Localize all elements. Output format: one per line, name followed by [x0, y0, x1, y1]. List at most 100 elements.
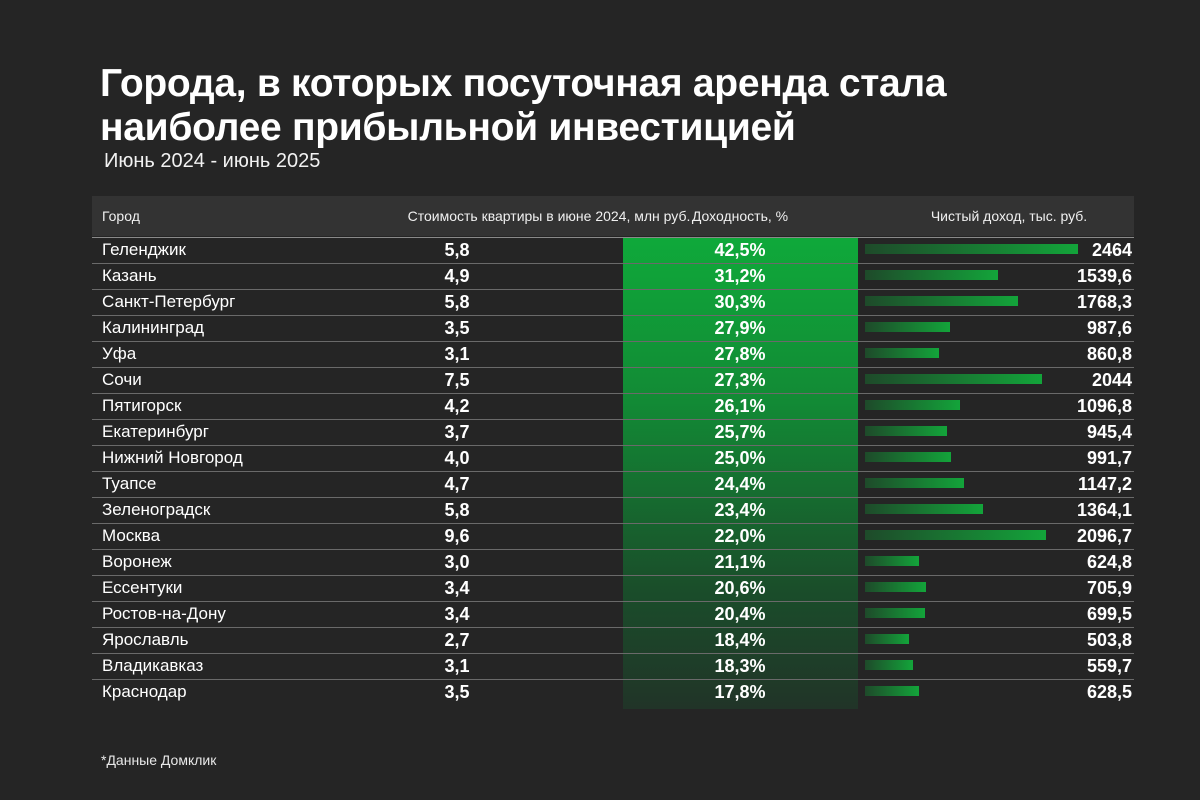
city-name: Геленджик [102, 240, 186, 259]
city-name: Москва [102, 526, 161, 545]
apartment-price: 9,6 [444, 526, 470, 546]
page-subtitle: Июнь 2024 - июнь 2025 [104, 150, 321, 172]
city-name: Пятигорск [102, 396, 182, 415]
apartment-price: 7,5 [444, 370, 470, 390]
city-name: Владикавказ [102, 656, 204, 675]
page-title: Города, в которых посуточная аренда стал… [100, 62, 947, 149]
yield-value: 27,8% [714, 344, 766, 364]
city-name: Зеленоградск [102, 500, 211, 519]
apartment-price: 2,7 [444, 630, 470, 650]
city-name: Краснодар [102, 682, 187, 701]
income-bar [865, 374, 1042, 384]
apartment-price: 4,9 [444, 266, 470, 286]
source-footnote: *Данные Домклик [101, 752, 217, 768]
net-income-value: 1539,6 [1076, 266, 1132, 286]
income-bar [865, 270, 998, 280]
column-header-yield: Доходность, % [691, 208, 789, 224]
income-bar [865, 608, 925, 618]
apartment-price: 3,0 [444, 552, 470, 572]
income-bar [865, 296, 1018, 306]
apartment-price: 3,5 [444, 682, 470, 702]
yield-value: 26,1% [714, 396, 766, 416]
net-income-value: 699,5 [1086, 604, 1132, 624]
city-name: Воронеж [102, 552, 172, 571]
net-income-value: 624,8 [1086, 552, 1132, 572]
income-bar [865, 348, 939, 358]
table-header: Город Стоимость квартиры в июне 2024, мл… [92, 196, 1134, 236]
table-row: Ростов-на-Дону 3,4 20,4% 699,5 [92, 602, 1134, 628]
table-row: Казань 4,9 31,2% 1539,6 [92, 264, 1134, 290]
apartment-price: 3,4 [444, 578, 470, 598]
income-bar [865, 478, 964, 488]
income-bar [865, 634, 909, 644]
city-name: Уфа [102, 344, 137, 363]
apartment-price: 4,0 [444, 448, 470, 468]
net-income-value: 991,7 [1086, 448, 1132, 468]
table-row: Санкт-Петербург 5,8 30,3% 1768,3 [92, 290, 1134, 316]
yield-value: 30,3% [714, 292, 766, 312]
yield-value: 17,8% [714, 682, 766, 702]
city-name: Санкт-Петербург [102, 292, 236, 311]
apartment-price: 3,1 [444, 656, 470, 676]
table-row: Воронеж 3,0 21,1% 624,8 [92, 550, 1134, 576]
city-name: Туапсе [102, 474, 157, 493]
apartment-price: 3,1 [444, 344, 470, 364]
net-income-value: 503,8 [1086, 630, 1132, 650]
city-name: Ярославль [102, 630, 189, 649]
net-income-value: 945,4 [1086, 422, 1132, 442]
table-row: Москва 9,6 22,0% 2096,7 [92, 524, 1134, 550]
column-header-price: Стоимость квартиры в июне 2024, млн руб. [407, 208, 691, 224]
table-row: Краснодар 3,5 17,8% 628,5 [92, 680, 1134, 705]
yield-value: 22,0% [714, 526, 766, 546]
income-bar [865, 452, 951, 462]
city-name: Казань [102, 266, 157, 285]
table-row: Екатеринбург 3,7 25,7% 945,4 [92, 420, 1134, 446]
city-name: Ростов-на-Дону [102, 604, 226, 623]
apartment-price: 5,8 [444, 240, 470, 260]
column-header-income: Чистый доход, тыс. руб. [930, 208, 1088, 224]
table-row: Калининград 3,5 27,9% 987,6 [92, 316, 1134, 342]
apartment-price: 4,2 [444, 396, 470, 416]
yield-value: 24,4% [714, 474, 766, 494]
table-body: Геленджик 5,8 42,5% 2464 Казань 4,9 31,2% 1539,… [92, 238, 1134, 705]
city-name: Нижний Новгород [102, 448, 243, 467]
income-bar [865, 686, 919, 696]
apartment-price: 5,8 [444, 292, 470, 312]
income-bar [865, 504, 983, 514]
net-income-value: 1364,1 [1076, 500, 1132, 520]
net-income-value: 2096,7 [1076, 526, 1132, 546]
table-row: Ессентуки 3,4 20,6% 705,9 [92, 576, 1134, 602]
yield-value: 25,7% [714, 422, 766, 442]
table-row: Нижний Новгород 4,0 25,0% 991,7 [92, 446, 1134, 472]
yield-value: 31,2% [714, 266, 766, 286]
table-row: Геленджик 5,8 42,5% 2464 [92, 238, 1134, 264]
income-bar [865, 530, 1046, 540]
net-income-value: 1096,8 [1076, 396, 1132, 416]
net-income-value: 2044 [1091, 370, 1132, 390]
income-bar [865, 244, 1078, 254]
city-name: Сочи [102, 370, 142, 389]
net-income-value: 705,9 [1086, 578, 1132, 598]
yield-value: 20,6% [714, 578, 766, 598]
yield-value: 18,4% [714, 630, 766, 650]
column-header-city: Город [102, 208, 140, 224]
apartment-price: 3,5 [444, 318, 470, 338]
net-income-value: 860,8 [1086, 344, 1132, 364]
table-row: Зеленоградск 5,8 23,4% 1364,1 [92, 498, 1134, 524]
header-divider [92, 237, 1134, 238]
yield-value: 20,4% [714, 604, 766, 624]
income-bar [865, 426, 947, 436]
yield-value: 27,9% [714, 318, 766, 338]
table-row: Уфа 3,1 27,8% 860,8 [92, 342, 1134, 368]
yield-value: 23,4% [714, 500, 766, 520]
apartment-price: 5,8 [444, 500, 470, 520]
net-income-value: 1768,3 [1076, 292, 1132, 312]
city-name: Ессентуки [102, 578, 183, 597]
apartment-price: 3,4 [444, 604, 470, 624]
net-income-value: 559,7 [1086, 656, 1132, 676]
apartment-price: 3,7 [444, 422, 470, 442]
yield-value: 25,0% [714, 448, 766, 468]
income-bar [865, 400, 960, 410]
city-name: Калининград [102, 318, 205, 337]
apartment-price: 4,7 [444, 474, 470, 494]
